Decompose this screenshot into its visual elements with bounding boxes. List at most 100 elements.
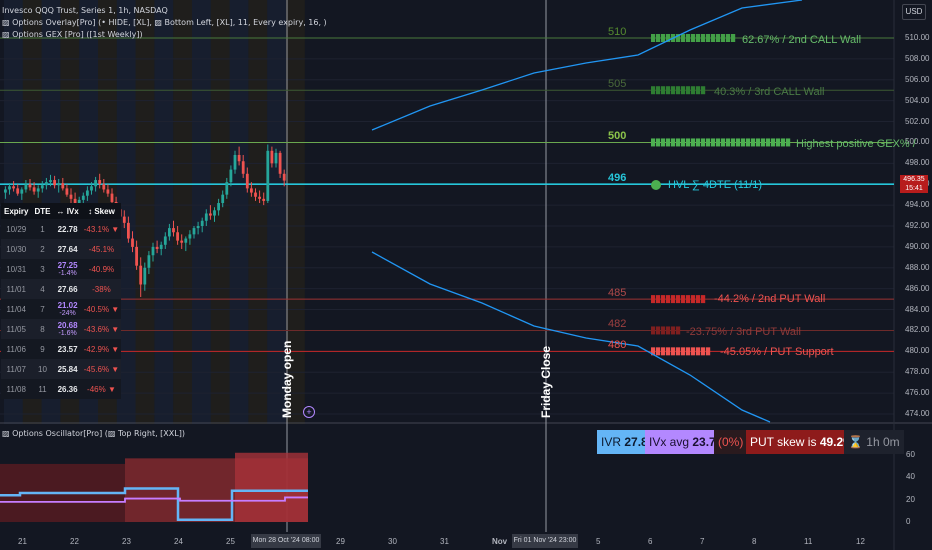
- gex-bar: [761, 138, 766, 147]
- ivx-change-pill: (0%): [714, 430, 748, 454]
- expiry-skew: -45.6% ▼: [81, 359, 122, 379]
- candle-body: [4, 189, 7, 193]
- thumbs-down-icon: ▼: [111, 304, 120, 314]
- options-overlay-indicator[interactable]: ▨ Options Overlay[Pro] (• HIDE, [XL], ▨ …: [2, 18, 327, 27]
- skew-value: -42.9%: [83, 344, 110, 354]
- expiry-dte: 9: [31, 339, 54, 359]
- projection-line: [371, 0, 803, 131]
- gex-bar: [676, 347, 681, 356]
- expiry-skew: -42.9% ▼: [81, 339, 122, 359]
- timeframe-pill: ⌛ 1h 0m: [844, 430, 904, 454]
- candle-body: [225, 182, 229, 195]
- thumbs-down-icon: ▼: [111, 324, 120, 334]
- date-tick: 23: [122, 537, 131, 546]
- candle-body: [127, 222, 130, 239]
- expiry-skew: -43.6% ▼: [81, 319, 122, 339]
- col-skew: ↕ Skew: [81, 203, 122, 219]
- candle-body: [45, 182, 48, 186]
- osc-fill: [235, 452, 308, 522]
- gex-bar: [661, 347, 666, 356]
- gex-bar: [656, 34, 661, 42]
- options-oscillator-indicator[interactable]: ▨ Options Oscillator[Pro] (▨ Top Right, …: [2, 429, 185, 438]
- expiry-skew: -40.5% ▼: [81, 299, 122, 319]
- expiry-skew: -43.1% ▼: [81, 219, 122, 239]
- gex-bar: [656, 347, 661, 356]
- expiry-ivx: 27.64: [53, 239, 82, 259]
- plus-circle-icon[interactable]: +: [303, 406, 315, 418]
- ivx-avg-value: 23.7: [692, 435, 716, 449]
- hourglass-icon: ⌛: [848, 435, 863, 449]
- candle-body: [49, 180, 52, 183]
- gex-bar: [691, 347, 696, 356]
- candle-body: [180, 240, 184, 243]
- session-band: [286, 0, 305, 424]
- gex-bar: [731, 34, 736, 42]
- strike-510: 510: [608, 26, 627, 38]
- candle-body: [122, 216, 126, 223]
- oscillator-tick: 60: [906, 450, 915, 459]
- date-tick: 7: [700, 537, 705, 546]
- date-tick: 11: [804, 537, 813, 546]
- strike-496: 496: [608, 172, 627, 184]
- ivx-value: 20.68: [57, 320, 78, 330]
- crosshair-date: Mon 28 Oct '24 08:00: [251, 534, 321, 548]
- price-tick: 506.00: [905, 74, 930, 84]
- price-tick: 492.00: [905, 221, 930, 230]
- gex-bar: [721, 34, 726, 42]
- gex-bar: [766, 138, 771, 147]
- ivx-change: -1.6%: [58, 329, 77, 337]
- session-band: [248, 0, 268, 424]
- candle-body: [90, 186, 93, 191]
- strike-500: 500: [608, 130, 627, 142]
- hvl-dot-icon: [651, 180, 661, 190]
- gex-bar: [671, 86, 676, 95]
- candle-body: [12, 186, 15, 189]
- gex-levels: [0, 34, 894, 356]
- gex-bar: [686, 295, 691, 304]
- expiry-date: 11/05: [1, 319, 32, 339]
- candle-body: [188, 234, 192, 239]
- candle-body: [209, 213, 212, 216]
- expiry-skew: -40.9%: [81, 259, 122, 279]
- gex-bar: [691, 295, 696, 304]
- candle-body: [217, 203, 220, 211]
- expiry-date: 11/07: [1, 359, 32, 379]
- gex-bar: [701, 347, 706, 356]
- gex-bar: [661, 86, 666, 95]
- gex-bar: [746, 138, 751, 147]
- candle-body: [20, 189, 24, 194]
- gex-bar: [671, 347, 676, 356]
- currency-selector[interactable]: USD: [902, 4, 926, 20]
- price-tick: 476.00: [905, 388, 930, 398]
- expiry-ivx: 21.02 -24%: [53, 299, 82, 319]
- current-price-tag: 496.35 15:41: [900, 175, 928, 193]
- gex-bar: [771, 138, 776, 147]
- candle-body: [221, 194, 225, 204]
- date-tick: 12: [856, 537, 865, 546]
- gex-bar: [691, 34, 696, 42]
- projection-lines: [371, 0, 803, 423]
- candle-body: [151, 246, 155, 256]
- gex-bar: [676, 86, 681, 95]
- candle-body: [229, 169, 233, 183]
- date-tick: 5: [596, 537, 601, 546]
- price-tick: 494.00: [905, 200, 930, 210]
- ivx-value: 26.36: [57, 384, 78, 394]
- options-gex-indicator[interactable]: ▨ Options GEX [Pro] ([1st Weekly]): [2, 30, 143, 39]
- ivx-avg-pill: IVx avg 23.7: [645, 430, 720, 454]
- expiry-skew: -38%: [81, 279, 122, 299]
- gex-bar: [681, 34, 686, 42]
- expiry-dte: 2: [31, 239, 54, 259]
- monday-open-label: Monday open: [280, 340, 294, 418]
- skew-value: -43.1%: [83, 224, 110, 234]
- expiry-row: 11/05 8 20.68 -1.6% -43.6% ▼: [1, 319, 122, 339]
- expiry-ivx: 26.36: [53, 379, 82, 399]
- gex-bar: [666, 86, 671, 95]
- ivx-value: 25.84: [57, 364, 78, 374]
- gex-bar: [701, 138, 706, 147]
- candle-body: [241, 161, 245, 174]
- candle-body: [40, 185, 44, 189]
- candle-body: [250, 188, 253, 193]
- gex-bar: [661, 138, 666, 147]
